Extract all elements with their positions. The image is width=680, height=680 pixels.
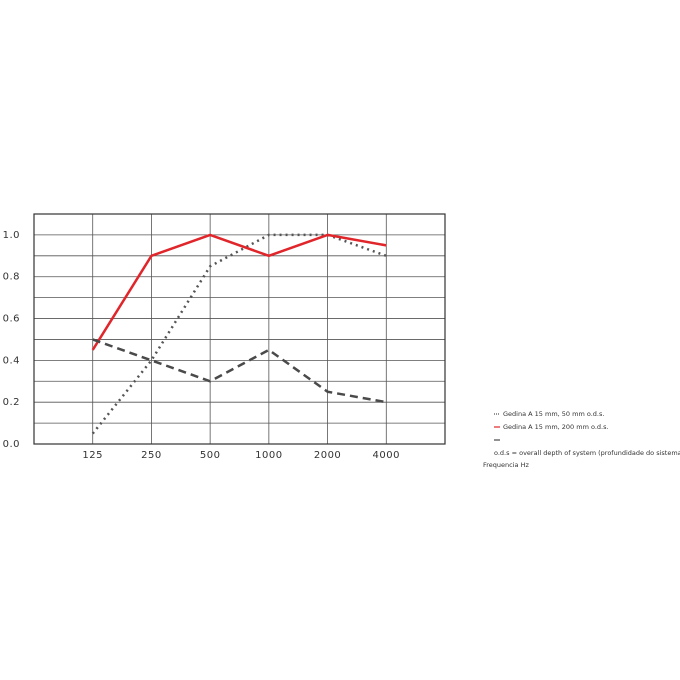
y-tick-label: 1.0 (3, 230, 20, 241)
x-tick-label: 500 (200, 450, 221, 461)
legend-label: Gedina A 15 mm, 50 mm o.d.s. (503, 410, 604, 418)
x-tick-label: 4000 (373, 450, 400, 461)
x-tick-label: 250 (141, 450, 162, 461)
y-tick-label: 0.0 (3, 439, 20, 450)
legend-label: Gedina A 15 mm, 200 mm o.d.s. (503, 423, 609, 431)
x-tick-label: 125 (82, 450, 103, 461)
x-tick-label: 1000 (255, 450, 282, 461)
y-tick-label: 0.8 (3, 272, 20, 283)
y-tick-label: 0.6 (3, 314, 20, 325)
x-axis-label: Frequencia Hz (483, 461, 529, 469)
series-line (92, 338, 387, 404)
series-line (91, 233, 387, 435)
x-tick-label: 2000 (314, 450, 341, 461)
plot-frame (33, 213, 446, 445)
note: o.d.s = overall depth of system (profund… (494, 449, 680, 457)
y-tick-label: 0.4 (3, 355, 20, 366)
series-line (91, 233, 387, 351)
y-tick-label: 0.2 (3, 397, 20, 408)
